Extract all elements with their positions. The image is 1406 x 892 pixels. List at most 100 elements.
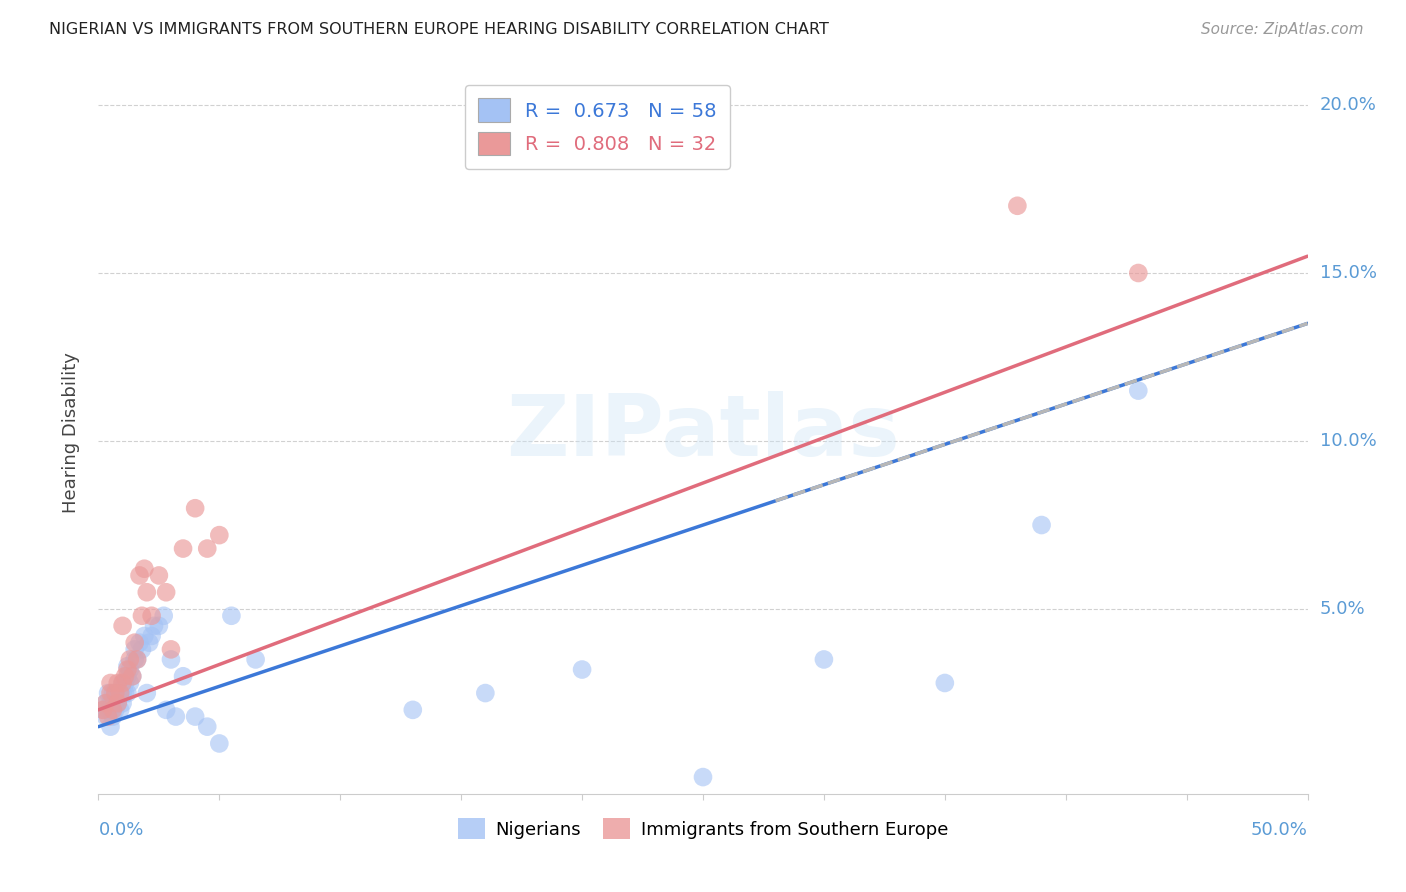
Text: 50.0%: 50.0% <box>1251 821 1308 838</box>
Point <box>934 676 956 690</box>
Point <box>91 703 114 717</box>
Point <box>221 608 243 623</box>
Point <box>208 736 231 750</box>
Point <box>124 652 146 666</box>
Point <box>107 696 129 710</box>
Point <box>128 568 150 582</box>
Point <box>100 720 122 734</box>
Point <box>160 652 183 666</box>
Legend: Nigerians, Immigrants from Southern Europe: Nigerians, Immigrants from Southern Euro… <box>450 811 956 847</box>
Point <box>104 703 127 717</box>
Text: NIGERIAN VS IMMIGRANTS FROM SOUTHERN EUROPE HEARING DISABILITY CORRELATION CHART: NIGERIAN VS IMMIGRANTS FROM SOUTHERN EUR… <box>49 22 830 37</box>
Point <box>1128 266 1150 280</box>
Point <box>108 686 131 700</box>
Point <box>571 663 593 677</box>
Text: ZIPatlas: ZIPatlas <box>506 391 900 475</box>
Point <box>118 676 141 690</box>
Point <box>127 652 149 666</box>
Point <box>148 568 170 582</box>
Point <box>118 652 141 666</box>
Point <box>111 676 134 690</box>
Point <box>91 703 114 717</box>
Text: 0.0%: 0.0% <box>98 821 143 838</box>
Y-axis label: Hearing Disability: Hearing Disability <box>62 352 80 513</box>
Point <box>94 709 117 723</box>
Point <box>208 528 231 542</box>
Point <box>195 541 218 556</box>
Point <box>101 693 124 707</box>
Point <box>114 669 136 683</box>
Point <box>172 669 194 683</box>
Point <box>97 686 120 700</box>
Point <box>131 608 153 623</box>
Point <box>100 686 122 700</box>
Point <box>111 686 134 700</box>
Point <box>100 676 122 690</box>
Point <box>94 696 117 710</box>
Text: 10.0%: 10.0% <box>1320 432 1376 450</box>
Point <box>1007 199 1029 213</box>
Point <box>813 652 835 666</box>
Text: Source: ZipAtlas.com: Source: ZipAtlas.com <box>1201 22 1364 37</box>
Point <box>121 669 143 683</box>
Point <box>195 720 218 734</box>
Point <box>160 642 183 657</box>
Point <box>100 703 122 717</box>
Point <box>184 501 207 516</box>
Point <box>111 696 134 710</box>
Point <box>172 541 194 556</box>
Point <box>124 642 146 657</box>
Text: 15.0%: 15.0% <box>1320 264 1376 282</box>
Point <box>117 659 139 673</box>
Point <box>104 696 127 710</box>
Point <box>104 686 127 700</box>
Point <box>114 676 136 690</box>
Point <box>141 629 163 643</box>
Point <box>111 619 134 633</box>
Point <box>141 608 163 623</box>
Point <box>118 663 141 677</box>
Point <box>97 703 120 717</box>
Point <box>148 619 170 633</box>
Point <box>1031 518 1053 533</box>
Point <box>143 619 166 633</box>
Point <box>402 703 425 717</box>
Point <box>97 709 120 723</box>
Point <box>245 652 267 666</box>
Point <box>117 669 139 683</box>
Point <box>135 686 157 700</box>
Point <box>134 629 156 643</box>
Point <box>155 585 177 599</box>
Point <box>100 696 122 710</box>
Point <box>111 676 134 690</box>
Point <box>114 686 136 700</box>
Point <box>184 709 207 723</box>
Point <box>128 635 150 649</box>
Point <box>94 696 117 710</box>
Point <box>101 709 124 723</box>
Point <box>135 585 157 599</box>
Text: 20.0%: 20.0% <box>1320 96 1376 114</box>
Point <box>107 696 129 710</box>
Point <box>127 652 149 666</box>
Point <box>117 663 139 677</box>
Point <box>474 686 496 700</box>
Point <box>107 676 129 690</box>
Point <box>131 642 153 657</box>
Point <box>124 635 146 649</box>
Point <box>101 686 124 700</box>
Point <box>117 686 139 700</box>
Point <box>155 703 177 717</box>
Point <box>152 608 174 623</box>
Point <box>1128 384 1150 398</box>
Point <box>692 770 714 784</box>
Point <box>108 703 131 717</box>
Point <box>107 686 129 700</box>
Point <box>165 709 187 723</box>
Point <box>134 562 156 576</box>
Point <box>138 635 160 649</box>
Point <box>108 686 131 700</box>
Point <box>121 669 143 683</box>
Point <box>101 703 124 717</box>
Text: 5.0%: 5.0% <box>1320 600 1365 618</box>
